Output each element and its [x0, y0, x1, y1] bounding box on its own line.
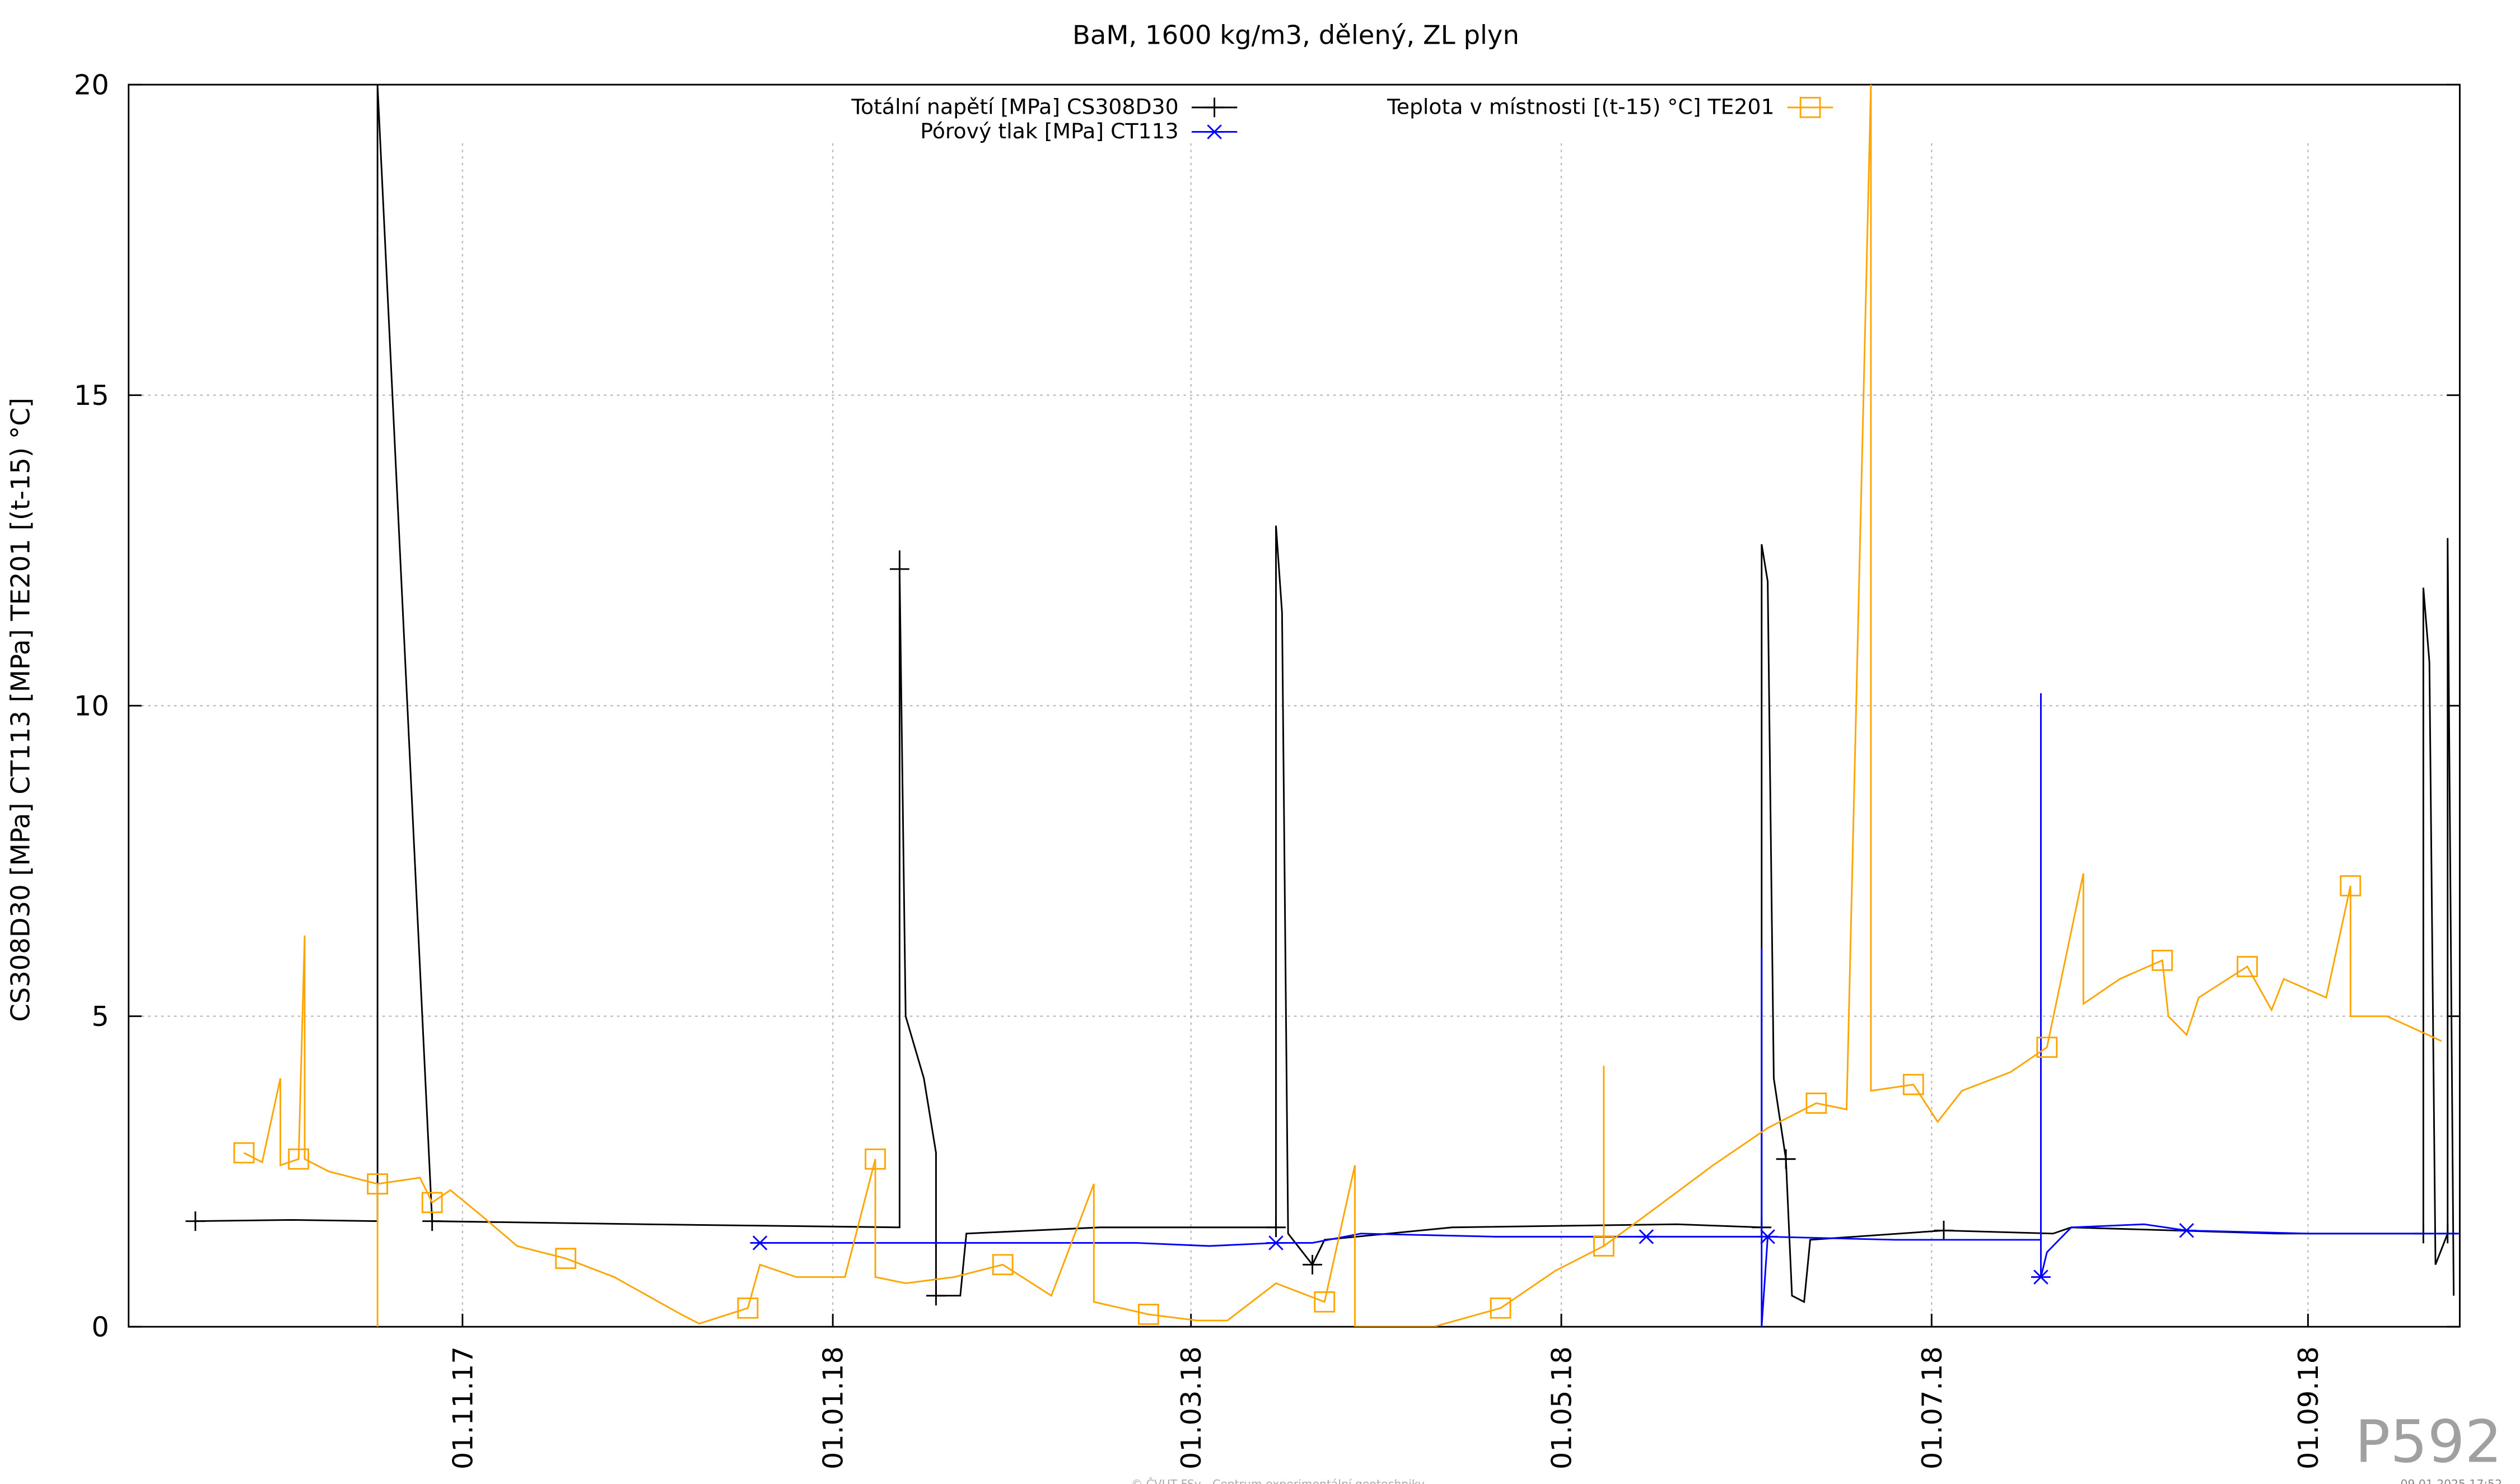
y-tick-label: 10	[74, 690, 109, 722]
marker	[1137, 1304, 1159, 1325]
legend-marker	[1799, 96, 1821, 118]
marker	[367, 1173, 389, 1195]
marker	[233, 1142, 255, 1164]
marker	[555, 1248, 577, 1270]
y-tick-label: 15	[74, 379, 109, 412]
marker	[1314, 1291, 1336, 1313]
y-tick-label: 5	[91, 1000, 109, 1033]
series	[233, 85, 2442, 1327]
marker	[421, 1192, 443, 1214]
x-tick-label: 01.01.18	[817, 1346, 850, 1469]
footer: © ČVUT FSv - Centrum experimentální geot…	[1131, 1477, 1425, 1484]
x-tick-label: 01.03.18	[1175, 1346, 1207, 1469]
y-tick-label: 0	[91, 1311, 109, 1343]
marker	[1266, 1217, 1286, 1238]
marker	[1593, 1235, 1614, 1257]
marker	[750, 1235, 770, 1250]
series	[185, 85, 2458, 1306]
marker	[2237, 956, 2258, 977]
marker	[2152, 949, 2173, 971]
marker	[992, 1254, 1014, 1276]
y-axis-label: CS308D30 [MPa] CT113 [MPa] TE201 [(t-15)…	[5, 398, 35, 1022]
series	[750, 693, 2460, 1327]
plot-frame	[128, 83, 2461, 1328]
marker	[2031, 1270, 2051, 1285]
marker	[1758, 1229, 1778, 1244]
x-tick-label: 01.05.18	[1545, 1346, 1578, 1469]
marker	[926, 1286, 946, 1306]
marker	[1902, 1074, 1924, 1095]
marker	[1490, 1298, 1511, 1319]
legend-marker	[1205, 124, 1225, 139]
legend-label: Totální napětí [MPa] CS308D30	[851, 94, 1178, 119]
legend-label: Pórový tlak [MPa] CT113	[920, 119, 1178, 143]
marker	[1776, 1149, 1796, 1169]
watermark: P592	[2355, 1407, 2502, 1476]
marker	[185, 1211, 206, 1231]
marker	[1934, 1220, 1954, 1240]
marker	[889, 559, 909, 579]
legend-label: Teplota v místnosti [(t-15) °C] TE201	[1387, 94, 1775, 119]
marker	[1636, 1229, 1656, 1244]
marker	[2340, 875, 2362, 897]
x-tick-label: 01.07.18	[1916, 1346, 1948, 1469]
legend-marker	[1205, 97, 1225, 118]
x-tick-label: 01.09.18	[2292, 1346, 2325, 1469]
marker	[288, 1148, 310, 1170]
marker	[1303, 1254, 1323, 1275]
y-tick-label: 20	[74, 69, 109, 101]
line	[243, 85, 2442, 1327]
chart-title: BaM, 1600 kg/m3, dělený, ZL plyn	[1072, 20, 1519, 50]
x-tick-label: 01.11.17	[446, 1346, 479, 1469]
line	[195, 85, 2455, 1304]
marker	[422, 1211, 442, 1231]
marker	[737, 1298, 759, 1319]
line	[760, 693, 2460, 1327]
marker	[2177, 1223, 2197, 1238]
marker	[1805, 1093, 1827, 1114]
marker	[2036, 1037, 2058, 1058]
marker	[1266, 1235, 1286, 1250]
timestamp: 09.01.2025 17:52	[2401, 1477, 2502, 1484]
marker	[865, 1148, 886, 1170]
